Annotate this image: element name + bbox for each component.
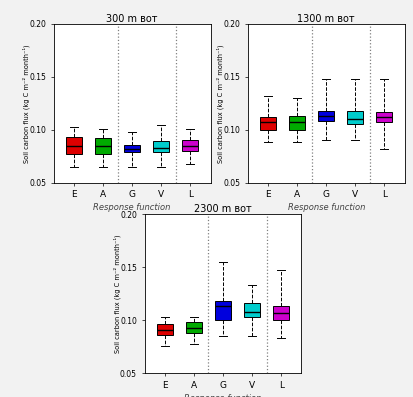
PathPatch shape <box>273 306 289 320</box>
PathPatch shape <box>153 141 169 152</box>
PathPatch shape <box>215 301 231 320</box>
X-axis label: Response function: Response function <box>184 394 262 397</box>
PathPatch shape <box>95 138 111 154</box>
PathPatch shape <box>318 111 334 121</box>
PathPatch shape <box>157 324 173 335</box>
Y-axis label: Soil carbon flux (kg C m⁻² month⁻¹): Soil carbon flux (kg C m⁻² month⁻¹) <box>23 44 30 162</box>
Title: 2300 m вот: 2300 m вот <box>194 204 252 214</box>
Title: 1300 m вот: 1300 m вот <box>297 14 355 24</box>
PathPatch shape <box>124 145 140 152</box>
Title: 300 m вот: 300 m вот <box>107 14 158 24</box>
PathPatch shape <box>186 322 202 333</box>
PathPatch shape <box>260 117 276 130</box>
PathPatch shape <box>66 137 82 154</box>
X-axis label: Response function: Response function <box>93 203 171 212</box>
Y-axis label: Soil carbon flux (kg C m⁻² month⁻¹): Soil carbon flux (kg C m⁻² month⁻¹) <box>114 235 121 353</box>
PathPatch shape <box>289 116 305 130</box>
PathPatch shape <box>244 303 260 317</box>
X-axis label: Response function: Response function <box>287 203 365 212</box>
PathPatch shape <box>376 112 392 122</box>
PathPatch shape <box>347 111 363 124</box>
PathPatch shape <box>182 140 198 151</box>
Y-axis label: Soil carbon flux (kg C m⁻² month⁻¹): Soil carbon flux (kg C m⁻² month⁻¹) <box>217 44 224 162</box>
